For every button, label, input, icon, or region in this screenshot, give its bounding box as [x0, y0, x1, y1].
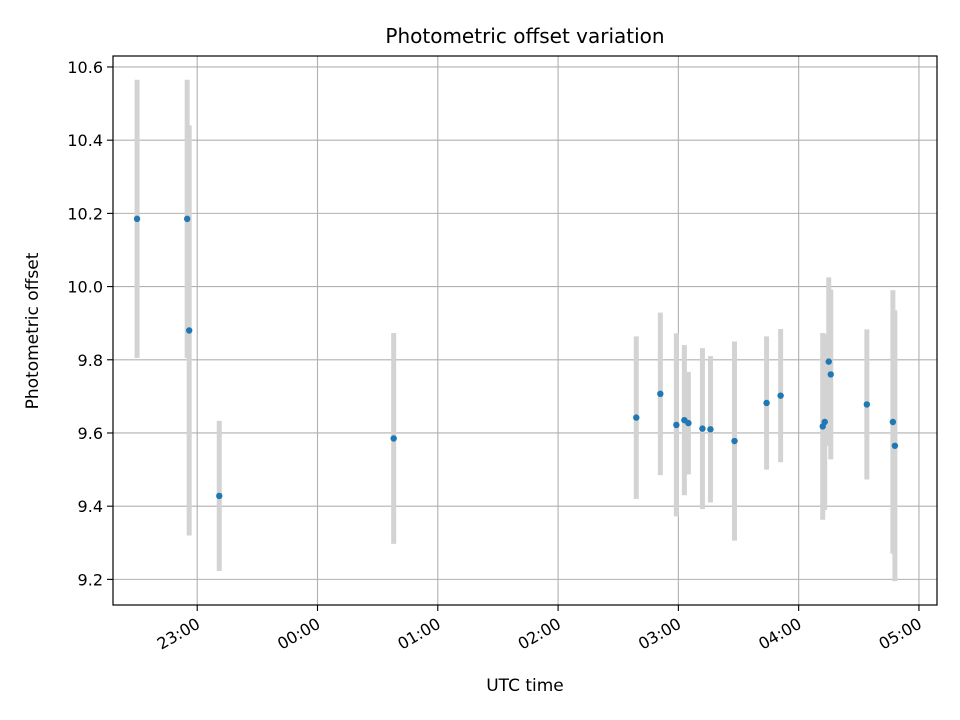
data-point — [821, 418, 828, 426]
x-tick-label: 02:00 — [515, 614, 564, 654]
data-point — [216, 492, 223, 500]
x-axis-ticks: 23:00 00:00 01:00 02:00 03:00 04:00 05:00 — [154, 605, 925, 654]
data-point — [185, 327, 193, 334]
data-point — [390, 435, 397, 442]
grid-lines — [113, 56, 937, 605]
y-tick-label: 9.4 — [78, 497, 103, 516]
x-tick-label: 23:00 — [154, 614, 203, 654]
y-tick-label: 10.4 — [67, 131, 103, 150]
y-tick-label: 9.8 — [78, 351, 103, 370]
data-point — [707, 426, 714, 433]
chart-title: Photometric offset variation — [385, 24, 664, 48]
data-points — [133, 215, 899, 500]
y-tick-label: 10.0 — [67, 278, 103, 297]
y-axis-ticks: 9.2 9.4 9.6 9.8 10.0 10.2 10.4 10.6 — [67, 58, 113, 589]
data-point — [657, 390, 664, 398]
data-point — [777, 392, 784, 399]
x-tick-label: 01:00 — [394, 614, 443, 654]
data-point — [183, 215, 191, 223]
x-tick-label: 00:00 — [274, 614, 323, 654]
x-tick-label: 04:00 — [755, 614, 804, 654]
y-tick-label: 9.6 — [78, 424, 103, 443]
data-point — [133, 215, 141, 223]
x-tick-label: 03:00 — [635, 614, 684, 654]
y-tick-label: 10.2 — [67, 204, 103, 223]
y-tick-label: 10.6 — [67, 58, 103, 77]
data-point — [763, 399, 770, 407]
y-axis-label: Photometric offset — [23, 252, 43, 409]
data-point — [891, 442, 899, 449]
data-point — [699, 425, 706, 432]
data-point — [673, 421, 680, 429]
x-tick-label: 05:00 — [876, 614, 925, 654]
data-point — [889, 418, 897, 426]
x-axis-label: UTC time — [486, 676, 564, 696]
data-point — [827, 371, 834, 378]
data-point — [685, 419, 692, 427]
data-point — [825, 358, 832, 365]
data-point — [731, 437, 738, 445]
plot-frame — [112, 55, 938, 606]
data-point — [863, 401, 871, 408]
data-point — [633, 414, 640, 421]
y-tick-label: 9.2 — [78, 570, 103, 589]
